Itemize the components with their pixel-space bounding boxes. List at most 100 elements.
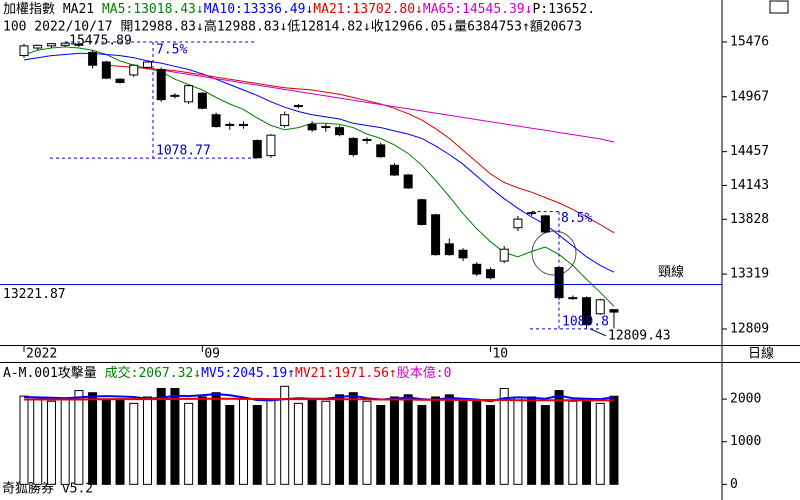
candle-body [33, 44, 43, 49]
candle-body [46, 43, 56, 47]
volume-bar [266, 398, 276, 485]
volume-bar [609, 395, 619, 485]
volume-bar [568, 400, 578, 485]
ma-line [106, 64, 615, 234]
y-tick-label: 12809 [730, 321, 769, 336]
candle-body [115, 78, 125, 83]
candle-body [101, 61, 111, 79]
candle-body [348, 137, 358, 156]
volume-legend-segment: MV5:2045.19↑ [201, 366, 295, 381]
y-tick-label: 14967 [730, 89, 769, 104]
y-tick-label: 2000 [730, 392, 761, 407]
volume-bar [88, 392, 98, 485]
peak-pct: 8.5% [561, 211, 592, 226]
candle-body [293, 105, 303, 108]
period-label: 日線 [748, 346, 774, 362]
volume-bar [60, 398, 70, 485]
volume-bar [389, 396, 399, 485]
volume-bar [170, 387, 180, 485]
drop-value: 1089.8 [562, 314, 609, 329]
volume-bar [293, 402, 303, 485]
volume-bar [239, 398, 249, 485]
candle-body [595, 299, 605, 315]
volume-bar [129, 402, 139, 485]
volume-bar [540, 404, 550, 485]
candle-body [444, 243, 454, 256]
volume-legend: A-M.001攻擊量 成交:2067.32↓MV5:2045.19↑MV21:1… [3, 365, 451, 381]
candle-body [197, 92, 207, 109]
candle-body [431, 214, 441, 256]
y-tick-label: 14457 [730, 144, 769, 159]
candle-body [280, 114, 290, 126]
volume-bar [485, 404, 495, 485]
candle-body [60, 42, 70, 46]
volume-bar [46, 400, 56, 485]
window-button[interactable] [769, 0, 789, 14]
candle-body [403, 174, 413, 189]
volume-bar [252, 404, 262, 485]
candle-body [239, 123, 249, 126]
candle-body [225, 123, 235, 126]
volume-bar [472, 400, 482, 485]
candle-body [389, 164, 399, 176]
volume-bar [595, 402, 605, 485]
candle-body [156, 69, 166, 101]
peak-value: 15475.89 [69, 34, 132, 49]
info-line: 100 2022/10/17 開12988.83↓高12988.83↓低1281… [3, 19, 582, 35]
x-tick-label: 2022 [26, 347, 57, 362]
volume-bar [33, 398, 43, 485]
candle-body [321, 126, 331, 129]
low-pointer [590, 328, 607, 337]
candle-body [307, 123, 317, 131]
volume-bar [335, 394, 345, 485]
y-tick-label: 14143 [730, 178, 769, 193]
volume-bar [527, 396, 537, 485]
candle-body [335, 127, 345, 136]
candle-body [376, 144, 386, 158]
price-legend-segment: P:13652. [532, 2, 595, 17]
price-legend-segment: MA21:13702.80↓ [313, 2, 423, 17]
candle-body [170, 94, 180, 97]
price-legend: 加權指數 MA21 MA5:13018.43↓MA10:13336.49↓MA2… [3, 2, 595, 17]
volume-bar [156, 387, 166, 485]
volume-legend-segment: A-M.001攻擊量 [3, 365, 105, 381]
volume-bar [184, 402, 194, 485]
candle-body [417, 199, 427, 225]
volume-bar [197, 396, 207, 485]
y-tick-label: 0 [730, 477, 738, 492]
price-legend-segment: MA65:14545.39↓ [423, 2, 533, 17]
low-value: 12809.43 [608, 328, 671, 343]
volume-bar [348, 392, 358, 485]
candle-body [568, 297, 578, 300]
candle-body [472, 263, 482, 275]
candle-body [485, 269, 495, 279]
price-legend-segment: 加權指數 MA21 [3, 2, 102, 17]
volume-bar [142, 396, 152, 485]
candle-body [211, 114, 221, 128]
volume-bar [403, 394, 413, 485]
volume-bar [376, 404, 386, 485]
candle-body [142, 61, 152, 68]
volume-bar [321, 400, 331, 485]
x-tick-label: 10 [492, 347, 508, 362]
y-tick-label: 15476 [730, 34, 769, 49]
price-legend-segment: MA10:13336.49↓ [204, 2, 314, 17]
volume-bar [225, 404, 235, 485]
volume-bar [444, 394, 454, 485]
volume-bar [513, 396, 523, 485]
drop-value: 1078.77 [156, 144, 211, 159]
candle-body [609, 309, 619, 313]
candle-body [582, 297, 592, 326]
volume-bar [431, 396, 441, 485]
volume-legend-segment: 股本億:0 [397, 365, 452, 381]
candle-body [499, 248, 509, 262]
volume-bar [115, 398, 125, 485]
candle-body [527, 212, 537, 215]
candle-body [184, 85, 194, 103]
y-tick-label: 13319 [730, 267, 769, 282]
ma-line [23, 52, 615, 273]
volume-bar [362, 400, 372, 485]
candle-body [458, 249, 468, 259]
